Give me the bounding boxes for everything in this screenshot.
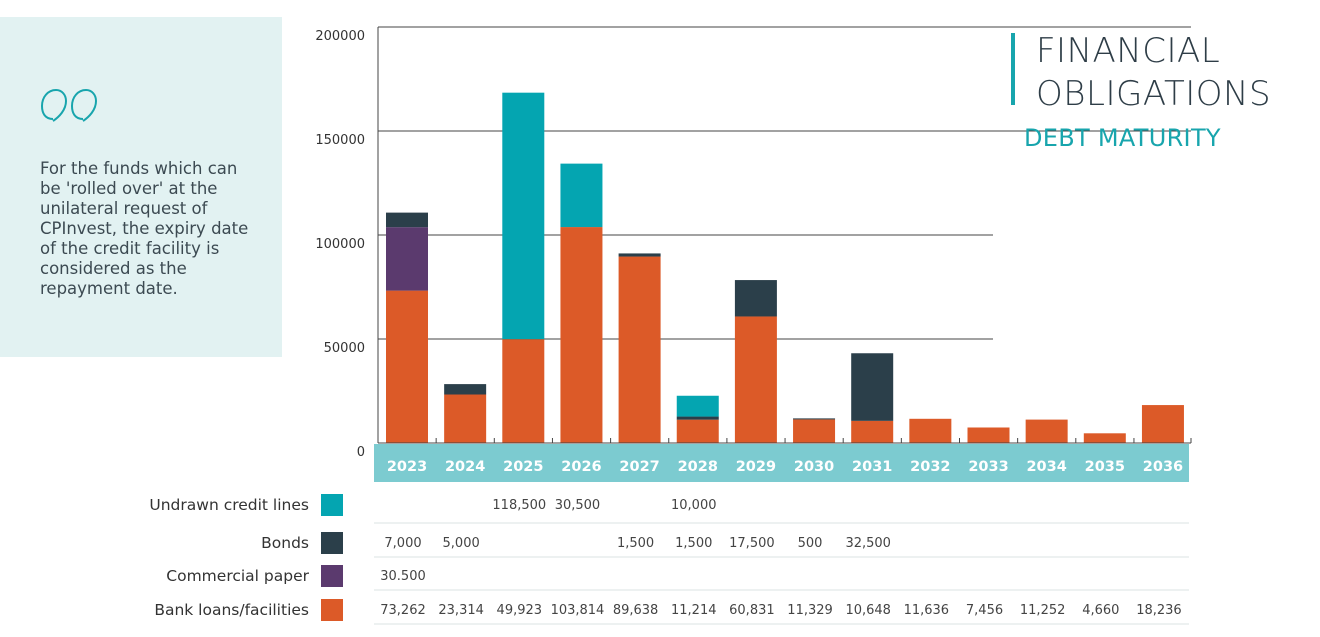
bar-commercial-paper-2023	[386, 227, 428, 291]
x-tick-label-2027: 2027	[619, 459, 659, 475]
bar-bank-loans-facilities-2025	[502, 339, 545, 443]
x-tick-label-2025: 2025	[503, 459, 543, 475]
legend-swatch-undrawn-credit-lines	[321, 494, 343, 516]
y-tick-label: 150000	[315, 133, 365, 148]
table-cell-commercial-paper-2023: 30.500	[380, 569, 426, 584]
bar-undrawn-credit-lines-2026	[560, 163, 603, 228]
bar-bonds-2027	[618, 253, 661, 257]
quote-marks-icon	[40, 88, 98, 122]
table-cell-bank-loans-facilities-2026: 103,814	[551, 603, 605, 618]
bar-bank-loans-facilities-2028	[676, 419, 719, 443]
y-tick-label: 0	[357, 445, 365, 460]
x-tick-label-2031: 2031	[852, 459, 892, 475]
bar-bank-loans-facilities-2032	[909, 418, 952, 443]
bar-bank-loans-facilities-2034	[1025, 419, 1068, 443]
x-tick-label-2035: 2035	[1085, 459, 1125, 475]
table-cell-bank-loans-facilities-2035: 4,660	[1082, 603, 1119, 618]
legend-swatch-bonds	[321, 532, 343, 554]
x-tick-label-2036: 2036	[1143, 459, 1183, 475]
x-tick-label-2024: 2024	[445, 459, 485, 475]
x-tick-label-2029: 2029	[736, 459, 776, 475]
bar-bank-loans-facilities-2035	[1083, 433, 1126, 443]
x-tick-label-2033: 2033	[968, 459, 1008, 475]
bar-bank-loans-facilities-2026	[560, 227, 603, 443]
page-title: FINANCIAL OBLIGATIONS	[1036, 30, 1276, 116]
quote-panel: For the funds which can be 'rolled over'…	[0, 17, 282, 357]
table-cell-bank-loans-facilities-2023: 73,262	[380, 603, 426, 618]
table-cell-bank-loans-facilities-2027: 89,638	[613, 603, 659, 618]
table-cell-undrawn-credit-lines-2025: 118,500	[492, 498, 546, 513]
table-cell-bank-loans-facilities-2025: 49,923	[497, 603, 543, 618]
legend-swatch-commercial-paper	[321, 565, 343, 587]
bar-bank-loans-facilities-2030	[793, 419, 836, 443]
quote-text: For the funds which can be 'rolled over'…	[40, 159, 249, 298]
table-cell-bonds-2031: 32,500	[845, 536, 891, 551]
bar-bank-loans-facilities-2031	[851, 420, 894, 443]
bar-undrawn-credit-lines-2025	[502, 92, 545, 340]
table-cell-bank-loans-facilities-2024: 23,314	[438, 603, 484, 618]
legend-label-commercial-paper: Commercial paper	[166, 567, 309, 585]
bar-bank-loans-facilities-2029	[734, 316, 777, 443]
table-cell-bank-loans-facilities-2031: 10,648	[845, 603, 891, 618]
bar-bonds-2024	[444, 384, 487, 395]
page-subtitle: DEBT MATURITY	[1024, 124, 1221, 152]
table-cell-bonds-2029: 17,500	[729, 536, 775, 551]
x-tick-label-2023: 2023	[387, 459, 427, 475]
table-cell-bonds-2028: 1,500	[675, 536, 712, 551]
y-tick-label: 50000	[324, 341, 365, 356]
table-cell-bank-loans-facilities-2030: 11,329	[787, 603, 833, 618]
bar-bank-loans-facilities-2024	[444, 394, 487, 443]
table-cell-bank-loans-facilities-2032: 11,636	[904, 603, 950, 618]
bar-bonds-2030	[793, 418, 836, 420]
bar-undrawn-credit-lines-2028	[676, 395, 719, 417]
table-cell-undrawn-credit-lines-2028: 10,000	[671, 498, 717, 513]
title-accent-bar	[1011, 33, 1015, 105]
bar-bank-loans-facilities-2033	[967, 427, 1010, 443]
bar-bank-loans-facilities-2027	[618, 256, 661, 443]
table-cell-bonds-2024: 5,000	[443, 536, 480, 551]
legend-label-undrawn-credit-lines: Undrawn credit lines	[149, 496, 309, 514]
x-axis-band	[374, 444, 1189, 482]
bar-bank-loans-facilities-2036	[1141, 405, 1184, 443]
bar-bank-loans-facilities-2023	[386, 290, 428, 443]
table-cell-bonds-2027: 1,500	[617, 536, 654, 551]
y-tick-label: 200000	[315, 29, 365, 44]
x-tick-label-2028: 2028	[678, 459, 718, 475]
table-cell-bank-loans-facilities-2028: 11,214	[671, 603, 717, 618]
x-tick-label-2030: 2030	[794, 459, 834, 475]
x-tick-label-2032: 2032	[910, 459, 950, 475]
bar-bonds-2028	[676, 416, 719, 420]
legend-label-bonds: Bonds	[261, 534, 309, 552]
legend-swatch-bank-loans-facilities	[321, 599, 343, 621]
bar-bonds-2029	[734, 280, 777, 317]
table-cell-bank-loans-facilities-2029: 60,831	[729, 603, 775, 618]
table-cell-undrawn-credit-lines-2026: 30,500	[555, 498, 601, 513]
x-tick-label-2026: 2026	[561, 459, 601, 475]
bar-bonds-2023	[386, 212, 428, 228]
bar-bonds-2031	[851, 353, 894, 421]
table-cell-bank-loans-facilities-2033: 7,456	[966, 603, 1003, 618]
y-tick-label: 100000	[315, 237, 365, 252]
table-cell-bonds-2023: 7,000	[384, 536, 421, 551]
x-tick-label-2034: 2034	[1026, 459, 1066, 475]
table-cell-bank-loans-facilities-2036: 18,236	[1136, 603, 1182, 618]
table-cell-bonds-2030: 500	[798, 536, 823, 551]
legend-label-bank-loans-facilities: Bank loans/facilities	[154, 601, 309, 619]
table-cell-bank-loans-facilities-2034: 11,252	[1020, 603, 1066, 618]
